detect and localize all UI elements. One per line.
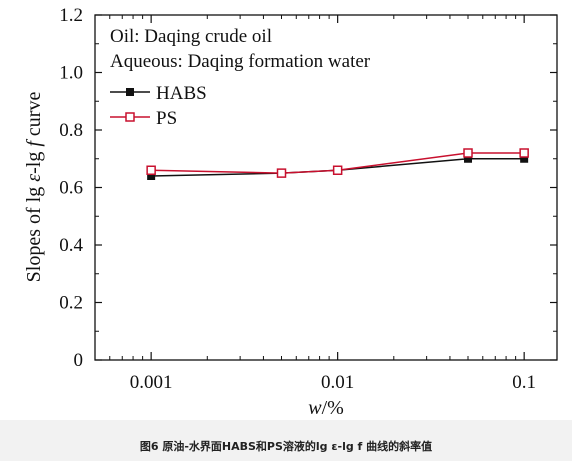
data-point-habs: [520, 154, 529, 163]
figure-caption: 图6 原油-水界面HABS和PS溶液的lg ε-lg f 曲线的斜率值: [139, 440, 433, 453]
data-point-ps: [332, 165, 343, 175]
data-point-habs: [147, 172, 156, 180]
data-point-habs: [464, 154, 473, 163]
y-tick-label: 0.6: [59, 178, 83, 199]
chart: 0 0.2 0.4 0.6 0.8 1.0 1.2 0.001 0.01 0.1 w/% Slop…: [23, 5, 558, 419]
axis-ticks: 0 0.2 0.4 0.6 0.8 1.0 1.2 0.001 0.01 0.1: [59, 5, 557, 393]
x-tick-label: 0.001: [130, 372, 173, 393]
y-axis-title: Slopes of lg ε-lg f curve: [23, 92, 45, 283]
legend-ps-marker: [125, 112, 135, 122]
data-point-ps: [146, 165, 156, 175]
x-tick-label: 0.01: [321, 372, 354, 393]
y-tick-label: 0.8: [59, 120, 83, 141]
y-tick-label: 0: [74, 350, 84, 371]
annotation-oil: Oil: Daqing crude oil: [110, 26, 272, 47]
x-tick-label: 0.1: [512, 372, 536, 393]
caption-background: [0, 420, 572, 461]
x-axis-title: w/%: [308, 397, 344, 419]
legend-item-habs: HABS: [110, 83, 207, 104]
legend-item-ps: PS: [110, 108, 177, 129]
legend-ps-label: PS: [156, 108, 177, 129]
legend-habs-label: HABS: [156, 83, 207, 104]
annotation-aqueous: Aqueous: Daqing formation water: [110, 51, 371, 72]
y-tick-label: 1.2: [59, 5, 83, 26]
legend-habs-marker: [126, 88, 134, 96]
y-tick-label: 0.2: [59, 293, 83, 314]
data-point-ps: [276, 168, 287, 178]
y-tick-label: 0.4: [59, 235, 83, 256]
legend: HABS PS: [110, 83, 207, 129]
series-layer: [146, 148, 529, 180]
data-point-ps: [519, 148, 529, 158]
data-point-ps: [463, 148, 473, 158]
y-tick-label: 1.0: [59, 63, 83, 84]
